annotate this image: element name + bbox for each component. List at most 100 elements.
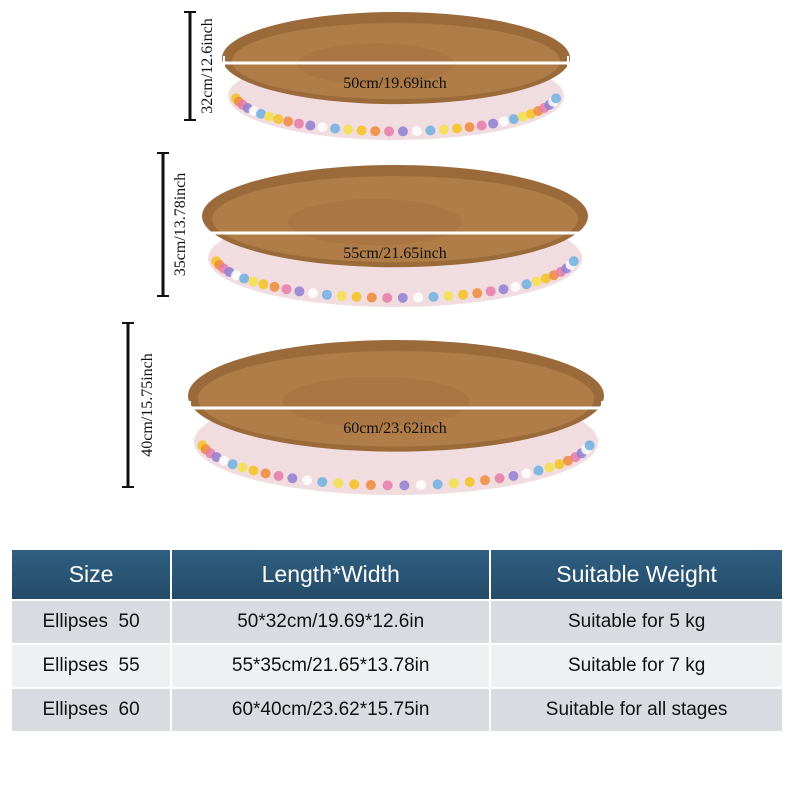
flower [540,273,551,284]
flower [317,122,328,133]
flower [488,118,499,129]
flower [411,126,422,137]
flower [448,478,459,489]
flower [397,292,408,303]
flower [533,465,544,476]
length-label: 60cm/23.62inch [343,420,447,437]
flower [269,281,280,292]
flower [554,459,565,470]
height-label: 40cm/15.75inch [139,353,156,457]
flower [231,270,242,281]
bed-center [282,376,470,427]
flower [397,126,408,137]
flower [521,468,532,479]
flower [317,476,328,487]
flower [544,462,555,473]
flower [264,111,275,122]
flower [227,459,238,470]
table-cell: Suitable for 5 kg [491,601,782,643]
flower [293,118,304,129]
flower [472,288,483,299]
table-cell: 60*40cm/23.62*15.75in [172,689,492,731]
flower [365,480,376,491]
header-cell: Length*Width [172,550,492,599]
flower [302,475,313,486]
flower [287,473,298,484]
flower [451,123,462,134]
table-row: Ellipses 55 55*35cm/21.65*13.78in Suitable… [12,645,782,687]
height-label: 35cm/13.78inch [172,173,189,277]
flower [458,289,469,300]
header-row: Size Length*Width Suitable Weight [12,550,782,599]
flower [416,480,427,491]
length-label: 50cm/19.69inch [343,75,447,92]
flower [366,292,377,303]
header-cell: Size [12,550,173,599]
flower [476,120,487,131]
flower [531,276,542,287]
flower [336,290,347,301]
flower [494,473,505,484]
height-label: 32cm/12.6inch [199,18,216,114]
flower [464,122,475,133]
flower [521,279,532,290]
flower [273,470,284,481]
flower [413,292,424,303]
flower [498,116,509,127]
flower [283,116,294,127]
flower [260,468,271,479]
flower [356,125,367,136]
flower [508,470,519,481]
flower [218,455,229,466]
flower [307,288,318,299]
flower [508,114,519,125]
flower [485,286,496,297]
table-cell: 50*32cm/19.69*12.6in [172,601,492,643]
flower [349,479,360,490]
bed-center [288,199,462,246]
flower [351,291,362,302]
flower [333,478,344,489]
beds-illustration: 50cm/19.69inch 32cm/12.6inch 55cm/21.65inc… [122,11,604,495]
flower [382,292,393,303]
flower [479,475,490,486]
table-cell: 55*35cm/21.65*13.78in [172,645,492,687]
table-cell: Ellipses 60 [12,689,173,731]
flower [239,273,250,284]
flower [517,111,528,122]
table-cell: Suitable for all stages [491,689,782,731]
flower [510,281,521,292]
flower [211,452,222,463]
length-label: 55cm/21.65inch [343,245,447,262]
flower [343,124,354,135]
flower [498,284,509,295]
table-cell: Suitable for 7 kg [491,645,782,687]
size-table: Size Length*Width Suitable Weight Ellips… [12,548,782,733]
table-row: Ellipses 50 50*32cm/19.69*12.6in Suitable … [12,601,782,643]
header-cell: Suitable Weight [491,550,782,599]
flower [281,284,292,295]
flower [399,480,410,491]
flower [237,462,248,473]
flower [330,123,341,134]
flower [248,465,259,476]
flower [563,455,574,466]
flower [255,108,266,119]
flower [321,289,332,300]
table-cell: Ellipses 50 [12,601,173,643]
flower [370,126,381,137]
flower [294,286,305,297]
flower [568,256,579,267]
flower [551,93,562,104]
table-row: Ellipses 60 60*40cm/23.62*15.75in Suitable… [12,689,782,731]
flower [382,480,393,491]
table-cell: Ellipses 55 [12,645,173,687]
flower [584,440,595,451]
flower [428,291,439,302]
flower [432,479,443,490]
flower [248,276,259,287]
flower [443,290,454,301]
flower [464,476,475,487]
flower [384,126,395,137]
